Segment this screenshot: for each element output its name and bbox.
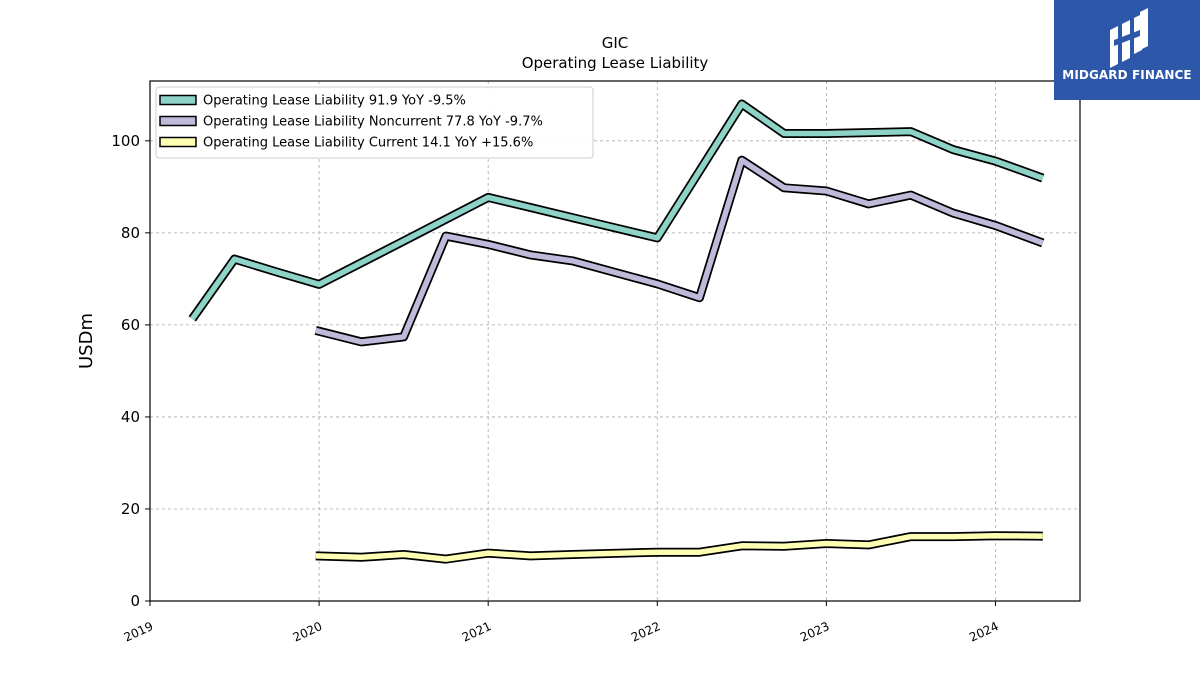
y-tick-label: 100 bbox=[111, 132, 140, 150]
legend-label-0: Operating Lease Liability 91.9 YoY -9.5% bbox=[203, 94, 466, 109]
legend-box bbox=[155, 86, 594, 159]
series-layer bbox=[188, 99, 1045, 564]
legend-label-2: Operating Lease Liability Current 14.1 Y… bbox=[203, 136, 533, 151]
legend: Operating Lease Liability 91.9 YoY -9.5%… bbox=[155, 86, 594, 159]
logo-mark-icon bbox=[1110, 8, 1148, 68]
chart-subtitle: Operating Lease Liability bbox=[522, 54, 709, 72]
axes-frame bbox=[149, 80, 1081, 602]
y-tick-label: 0 bbox=[130, 592, 140, 610]
legend-swatch-1 bbox=[159, 115, 197, 127]
logo-text: MIDGARD FINANCE bbox=[1062, 68, 1192, 82]
chart-title: GIC bbox=[602, 34, 629, 52]
y-tick-label: 60 bbox=[121, 316, 140, 334]
y-tick-label: 40 bbox=[121, 408, 140, 426]
brand-logo: MIDGARD FINANCE bbox=[1054, 0, 1200, 100]
x-tick-label: 2020 bbox=[291, 619, 325, 645]
y-tick-label: 80 bbox=[121, 224, 140, 242]
series-line-2 bbox=[315, 532, 1043, 562]
x-tick-label: 2019 bbox=[122, 619, 156, 645]
x-tick-label: 2021 bbox=[460, 619, 494, 645]
series-line-0 bbox=[190, 101, 1044, 321]
y-axis-label: USDm bbox=[76, 313, 97, 369]
series-line-outline-1 bbox=[314, 155, 1045, 347]
x-tick-label: 2023 bbox=[798, 619, 832, 645]
legend-swatch-0 bbox=[159, 94, 197, 106]
y-tick-label: 20 bbox=[121, 500, 140, 518]
series-line-1 bbox=[315, 157, 1044, 345]
legend-label-1: Operating Lease Liability Noncurrent 77.… bbox=[203, 115, 543, 130]
x-tick-label: 2022 bbox=[629, 619, 663, 645]
ticks: 0 20 40 60 80 100 2019 2020 2021 2022 2023 2024 bbox=[111, 132, 1000, 645]
legend-swatch-2 bbox=[159, 136, 197, 148]
x-tick-label: 2024 bbox=[967, 619, 1001, 645]
gridlines bbox=[149, 81, 1080, 602]
